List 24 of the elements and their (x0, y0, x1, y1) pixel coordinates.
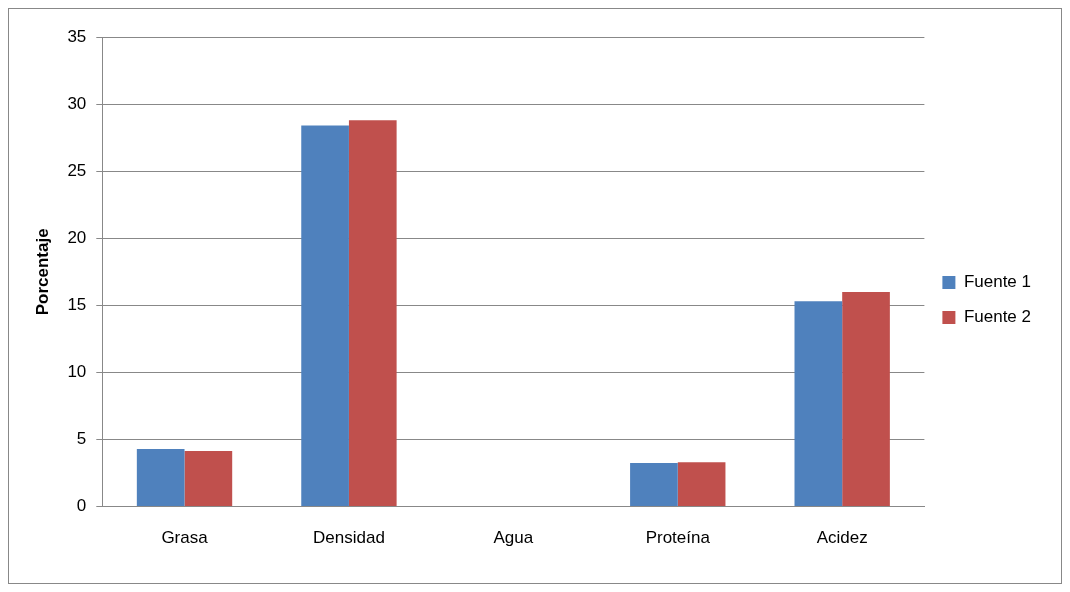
y-tick-label: 15 (67, 295, 87, 315)
bar (136, 448, 185, 507)
x-tick-label: Acidez (816, 528, 868, 548)
x-tick-label: Grasa (161, 528, 209, 548)
y-tick-label: 0 (76, 496, 87, 516)
x-tick-label: Densidad (313, 528, 385, 548)
x-tick-label: Agua (493, 528, 534, 548)
x-tick-label: Proteína (645, 528, 711, 548)
bar (184, 450, 233, 507)
legend-label: Fuente 1 (963, 272, 1032, 292)
bar (630, 462, 678, 507)
y-tick-label: 35 (67, 26, 87, 46)
bar (842, 291, 890, 507)
y-tick-label: 10 (67, 362, 87, 382)
y-tick-label: 20 (67, 227, 87, 247)
y-axis-title: Porcentaje (32, 228, 52, 316)
y-tick-label: 5 (76, 429, 87, 449)
bar (301, 125, 349, 507)
legend-label: Fuente 2 (963, 307, 1032, 327)
bar (677, 462, 726, 507)
bar (348, 120, 397, 507)
bar (794, 301, 843, 507)
y-tick-label: 30 (67, 93, 87, 113)
y-tick-label: 25 (67, 160, 87, 180)
